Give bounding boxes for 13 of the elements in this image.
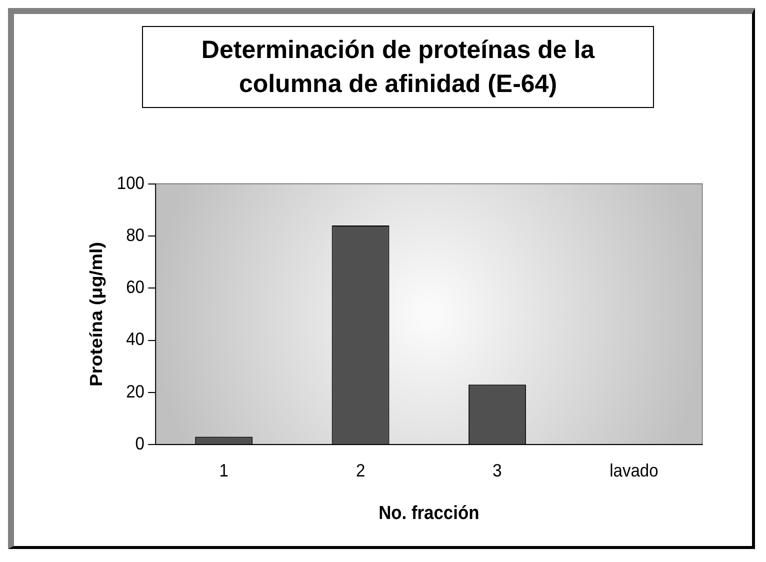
y-tick-label: 60 [126, 276, 144, 298]
y-tick-label: 40 [126, 328, 144, 350]
y-tick-label: 20 [126, 380, 144, 402]
y-tick-label: 100 [116, 172, 144, 193]
x-tick-label: 1 [219, 460, 228, 481]
y-tick-label: 0 [135, 432, 144, 454]
x-tick-label: 2 [356, 460, 366, 481]
x-axis-title: No. fracción [378, 501, 480, 524]
chart-title: Determinación de proteínas de la columna de afinidad (E-64) [142, 26, 654, 108]
y-tick-label: 80 [126, 224, 144, 246]
x-tick-label: lavado [610, 460, 658, 481]
y-axis-title: Proteína (μg/ml) [86, 242, 106, 386]
x-tick-label: 3 [492, 460, 502, 481]
